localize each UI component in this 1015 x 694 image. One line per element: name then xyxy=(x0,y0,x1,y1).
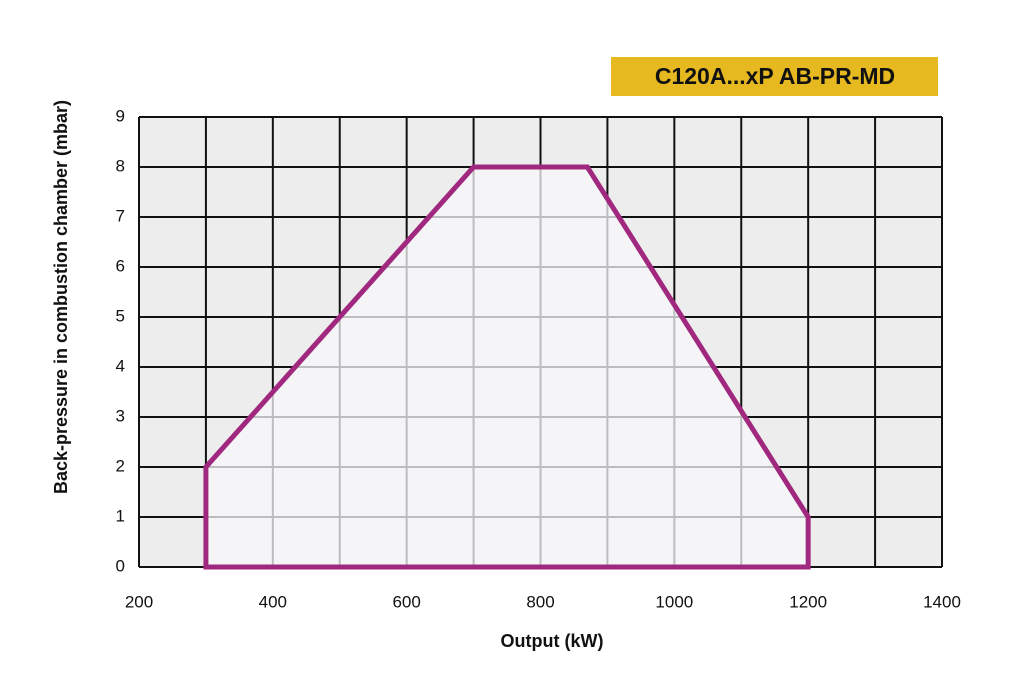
title-box xyxy=(611,57,938,96)
x-tick-label: 1400 xyxy=(923,592,961,611)
x-axis-label: Output (kW) xyxy=(501,631,604,651)
area-outline xyxy=(203,164,811,570)
x-tick-label: 1000 xyxy=(655,592,693,611)
y-tick-label: 4 xyxy=(116,356,125,375)
y-tick-label: 7 xyxy=(116,206,125,225)
y-tick-label: 1 xyxy=(116,506,125,525)
x-tick-label: 600 xyxy=(392,592,420,611)
x-tick-label: 200 xyxy=(125,592,153,611)
x-tick-label: 800 xyxy=(526,592,554,611)
y-tick-label: 3 xyxy=(116,406,125,425)
x-tick-label: 1200 xyxy=(789,592,827,611)
chart-title: C120A...xP AB-PR-MD xyxy=(655,63,895,89)
y-axis-label: Back-pressure in combustion chamber (mba… xyxy=(51,100,71,494)
y-tick-label: 8 xyxy=(116,156,125,175)
y-tick-label: 2 xyxy=(116,456,125,475)
area-fill xyxy=(205,167,809,567)
y-tick-label: 9 xyxy=(116,106,125,125)
y-tick-label: 5 xyxy=(116,306,125,325)
y-tick-label: 6 xyxy=(116,256,125,275)
x-tick-label: 400 xyxy=(259,592,287,611)
y-tick-label: 0 xyxy=(116,556,125,575)
